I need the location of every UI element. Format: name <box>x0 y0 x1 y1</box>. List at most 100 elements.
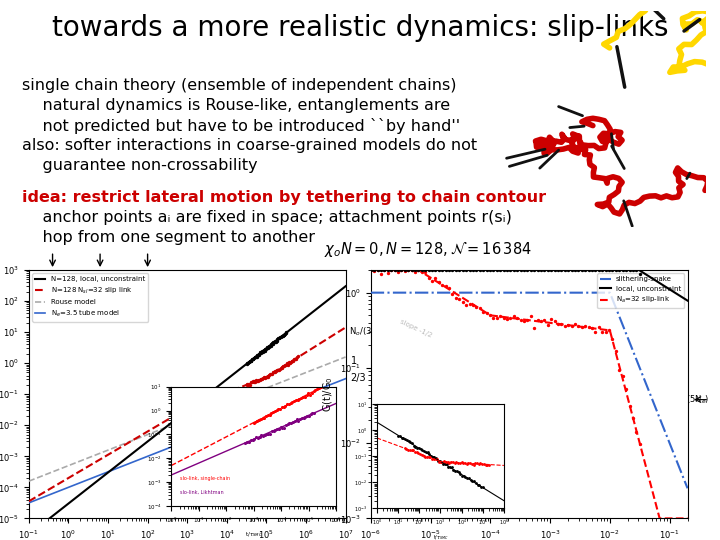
Point <box>264 343 275 352</box>
Point <box>267 368 279 376</box>
Point <box>281 359 292 368</box>
N$_a$=32 slip-link <box>495 313 503 320</box>
Point <box>597 327 608 336</box>
Point <box>248 354 260 362</box>
Point <box>268 368 279 377</box>
Point <box>261 345 272 353</box>
Point <box>549 266 560 274</box>
N$_a$=32 slip-link <box>506 315 515 321</box>
Rouse model <box>271 381 280 388</box>
Point <box>252 376 264 385</box>
Point <box>556 320 567 328</box>
Point <box>426 266 438 274</box>
N$_e$=3.5 tube model <box>57 487 66 494</box>
Point <box>487 313 499 322</box>
Point <box>572 321 584 330</box>
Point <box>251 377 263 386</box>
Point <box>426 276 438 285</box>
Point <box>627 266 639 274</box>
Point <box>501 314 513 323</box>
Point <box>253 376 264 384</box>
Point <box>521 316 533 325</box>
Text: slope -1/2: slope -1/2 <box>400 319 433 339</box>
Point <box>382 266 394 274</box>
Point <box>430 266 441 274</box>
N=128 N$_{sl}$=32 slip link <box>271 368 280 374</box>
Point <box>254 376 266 384</box>
Point <box>256 346 268 355</box>
Point <box>624 401 635 410</box>
N=128, local, unconstraint <box>164 422 173 428</box>
Point <box>280 329 292 338</box>
Point <box>433 278 445 286</box>
Point <box>430 274 441 283</box>
Point <box>242 380 253 388</box>
Point <box>440 282 451 291</box>
Point <box>283 361 294 369</box>
Point <box>379 266 390 274</box>
Point <box>266 339 277 348</box>
Point <box>552 266 564 274</box>
Point <box>382 269 394 278</box>
Point <box>270 338 282 346</box>
Point <box>528 266 540 274</box>
N=128 N$_{sl}$=32 slip link <box>164 416 173 422</box>
Text: natural dynamics is Rouse-like, entanglements are: natural dynamics is Rouse-like, entangle… <box>22 98 450 113</box>
slithering-snake <box>683 485 692 491</box>
Point <box>287 357 299 366</box>
Point <box>243 380 255 389</box>
Point <box>610 346 621 355</box>
Point <box>243 357 254 366</box>
Point <box>597 266 608 274</box>
Point <box>406 266 418 274</box>
Point <box>258 346 270 355</box>
Point <box>576 266 588 274</box>
Point <box>549 317 560 326</box>
N=128 N$_{sl}$=32 slip link <box>277 364 286 371</box>
N$_a$=32 slip-link <box>366 267 375 273</box>
Point <box>271 367 282 375</box>
slithering-snake <box>506 289 515 296</box>
Point <box>269 338 280 347</box>
Point <box>259 374 271 382</box>
local, unconstraint <box>584 267 593 273</box>
Point <box>265 341 276 350</box>
Point <box>559 322 570 330</box>
Point <box>242 359 253 367</box>
Point <box>240 359 252 367</box>
Point <box>267 339 279 348</box>
Text: hop from one segment to another: hop from one segment to another <box>22 230 315 245</box>
Point <box>252 350 264 359</box>
Point <box>266 339 278 347</box>
Point <box>481 309 492 318</box>
Point <box>413 266 424 274</box>
Point <box>262 343 274 352</box>
Point <box>392 267 404 276</box>
local, unconstraint <box>366 267 375 273</box>
Point <box>246 377 257 386</box>
Point <box>484 310 495 319</box>
N$_a$=32 slip-link <box>655 515 664 522</box>
Point <box>454 295 465 303</box>
Text: $\chi_o N = 0, N = 128, \mathcal{N} = 16\,384$: $\chi_o N = 0, N = 128, \mathcal{N} = 16… <box>325 240 532 259</box>
Point <box>274 364 286 373</box>
Point <box>491 266 503 274</box>
Point <box>495 312 506 321</box>
N=128, local, unconstraint <box>153 431 161 437</box>
Point <box>624 266 635 274</box>
Point <box>583 322 595 331</box>
Point <box>279 361 290 370</box>
Text: N$_o$/(3N): N$_o$/(3N) <box>349 326 382 338</box>
Point <box>491 313 503 322</box>
Point <box>280 360 292 369</box>
Rouse model <box>277 379 286 386</box>
Point <box>413 266 424 274</box>
N$_a$=32 slip-link <box>619 379 628 385</box>
Point <box>406 266 418 274</box>
Point <box>580 266 591 274</box>
Point <box>271 366 283 375</box>
Point <box>521 266 533 274</box>
Point <box>613 365 625 374</box>
Point <box>515 315 526 324</box>
Point <box>607 266 618 274</box>
